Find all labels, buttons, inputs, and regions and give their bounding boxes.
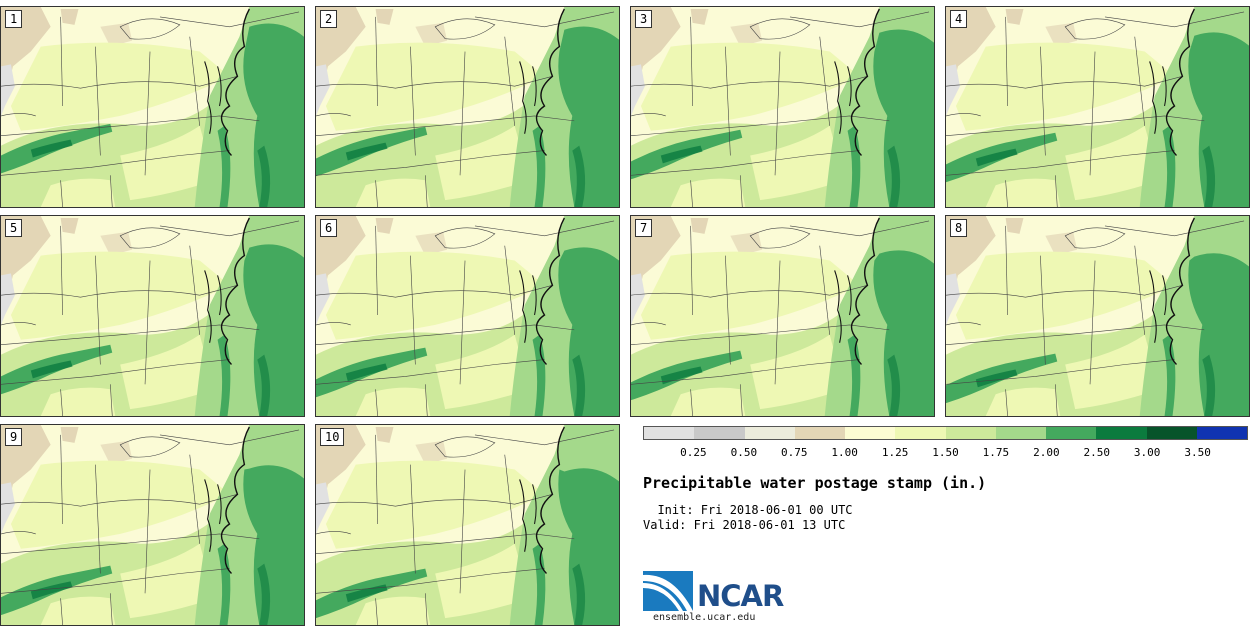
ensemble-member-map: 3 [630,6,935,208]
ensemble-member-map: 4 [945,6,1250,208]
colorbar-swatch [1146,427,1197,439]
colorbar-swatch [845,427,896,439]
colorbar-tick-label: 3.00 [1133,446,1161,459]
init-time: Init: Fri 2018-06-01 00 UTC [643,503,853,517]
colorbar-swatch [644,427,695,439]
member-number-label: 7 [635,219,653,237]
member-number-label: 3 [635,10,653,28]
colorbar-swatch [744,427,795,439]
colorbar-tick-label: 0.25 [680,446,707,459]
colorbar-tick-label: 1.25 [881,446,909,459]
ensemble-member-map: 10 [315,424,620,626]
colorbar-tick-label: 0.50 [730,446,758,459]
ensemble-member-map: 1 [0,6,305,208]
ensemble-member-map: 7 [630,215,935,417]
colorbar-swatch [995,427,1046,439]
member-number-label: 1 [5,10,23,28]
member-number-label: 10 [320,428,345,446]
member-number-label: 5 [5,219,23,237]
ensemble-member-map: 9 [0,424,305,626]
colorbar-swatch [794,427,845,439]
colorbar-tick-label: 1.00 [831,446,858,459]
chart-title: Precipitable water postage stamp (in.) [643,474,987,492]
colorbar-swatch [1046,427,1097,439]
colorbar-tick-label: 2.50 [1083,446,1111,459]
member-number-label: 9 [5,428,23,446]
colorbar-tick-label: 1.50 [932,446,959,459]
valid-time: Valid: Fri 2018-06-01 13 UTC [643,518,846,532]
member-number-label: 6 [320,219,338,237]
colorbar-swatch [895,427,946,439]
ensemble-member-map: 6 [315,215,620,417]
ncar-logo-icon [643,571,693,611]
colorbar-swatch [1096,427,1147,439]
precipitable-water-colorbar [643,426,1248,440]
colorbar-tick-label: 1.75 [982,446,1010,459]
ensemble-member-map: 5 [0,215,305,417]
colorbar-swatch [694,427,745,439]
ensemble-member-map: 8 [945,215,1250,417]
ncar-logo-text: NCAR [697,579,784,613]
member-number-label: 8 [950,219,968,237]
ensemble-url: ensemble.ucar.edu [653,612,756,623]
ensemble-member-map: 2 [315,6,620,208]
colorbar-tick-label: 0.75 [781,446,808,459]
colorbar-tick-label: 2.00 [1033,446,1060,459]
colorbar-swatch [1196,427,1247,439]
member-number-label: 2 [320,10,338,28]
colorbar-swatch [945,427,996,439]
colorbar-tick-label: 3.50 [1184,446,1211,459]
member-number-label: 4 [950,10,968,28]
